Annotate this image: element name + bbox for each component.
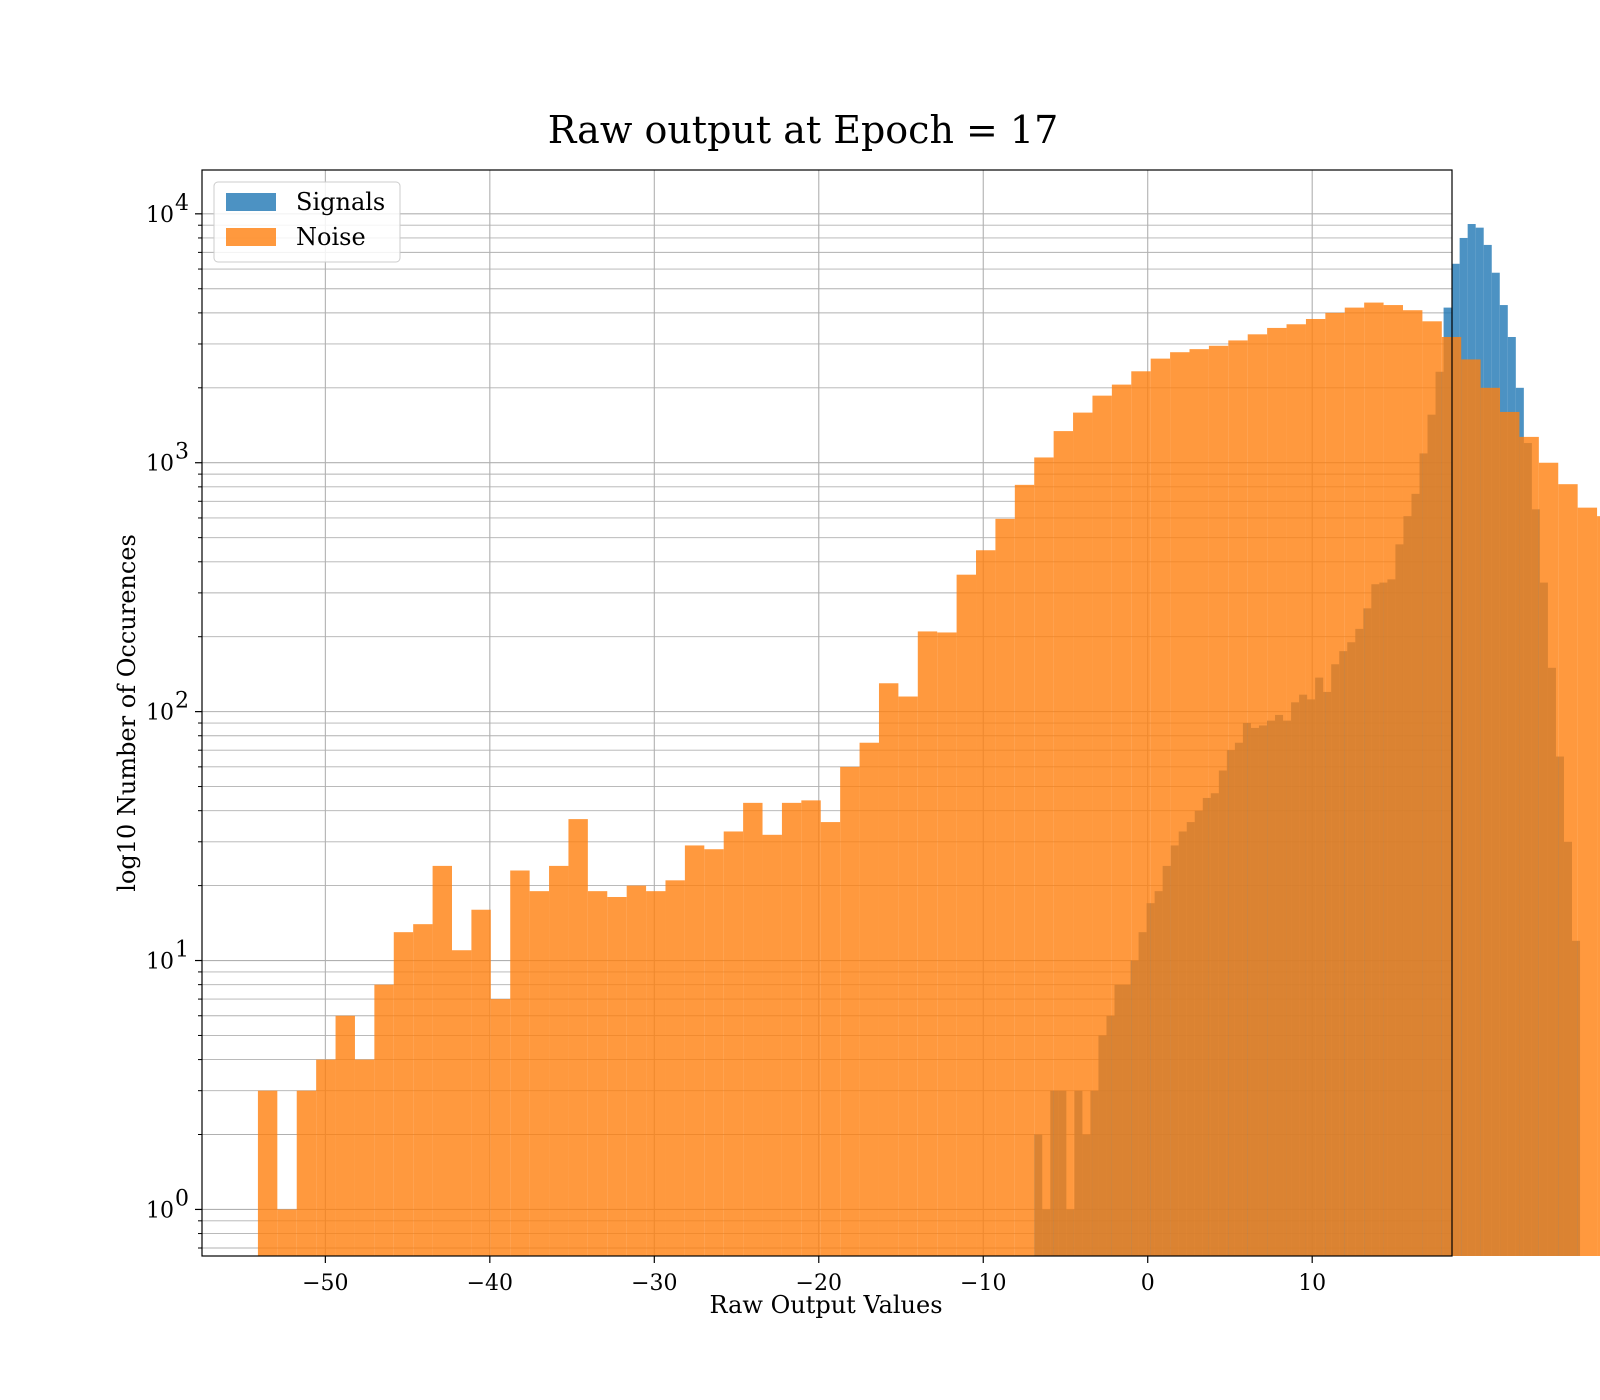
noise-bar xyxy=(568,819,588,1256)
noise-bar xyxy=(452,950,472,1256)
noise-bar xyxy=(665,880,685,1256)
noise-bar xyxy=(490,999,511,1256)
noise-bar xyxy=(1558,484,1578,1256)
noise-bar xyxy=(1286,324,1306,1257)
x-tick-label: −20 xyxy=(796,1271,842,1296)
noise-bar xyxy=(1538,462,1559,1256)
noise-bar xyxy=(956,574,977,1256)
noise-bar xyxy=(1092,395,1112,1256)
y-tick-exponent: 0 xyxy=(175,1186,189,1211)
x-tick-label: −40 xyxy=(467,1271,513,1296)
x-axis-label: Raw Output Values xyxy=(709,1291,942,1319)
noise-bar xyxy=(1053,431,1074,1256)
noise-bars xyxy=(257,302,1600,1257)
y-tick-label: 10 xyxy=(146,452,174,477)
noise-bar xyxy=(471,909,491,1256)
noise-bar xyxy=(723,831,744,1256)
noise-bar xyxy=(840,766,860,1256)
x-tick-label: −50 xyxy=(302,1271,348,1296)
noise-bar xyxy=(529,891,550,1256)
noise-bar xyxy=(1383,305,1403,1256)
legend-swatch-signals xyxy=(226,193,276,211)
noise-bar xyxy=(1073,412,1093,1256)
legend-label-noise: Noise xyxy=(296,223,366,251)
y-tick-exponent: 3 xyxy=(175,440,189,465)
noise-bar xyxy=(1247,334,1268,1257)
noise-bar xyxy=(646,891,666,1256)
noise-bar xyxy=(1131,371,1151,1256)
legend-label-signals: Signals xyxy=(296,188,385,216)
noise-bar xyxy=(1500,411,1520,1256)
noise-bar xyxy=(335,1015,355,1256)
noise-bar xyxy=(898,696,918,1256)
x-axis-ticks: −50 −40 −30 −20 −10 0 10 xyxy=(302,1256,1326,1296)
noise-bar xyxy=(316,1059,336,1256)
y-tick-label: 10 xyxy=(146,203,174,228)
noise-bar xyxy=(393,932,414,1256)
noise-bar xyxy=(781,802,802,1256)
noise-bar xyxy=(296,1090,317,1256)
legend: Signals Noise xyxy=(213,181,401,263)
y-axis-label: log10 Number of Occurences xyxy=(113,534,141,892)
noise-bar xyxy=(1228,340,1248,1257)
noise-bar xyxy=(1577,507,1598,1256)
noise-bar xyxy=(549,865,569,1256)
y-tick-label: 10 xyxy=(146,950,174,975)
noise-bar xyxy=(1402,310,1423,1256)
noise-bar xyxy=(1170,352,1190,1256)
noise-bar xyxy=(878,683,899,1256)
noise-bar xyxy=(1267,327,1287,1256)
noise-bar xyxy=(801,800,821,1256)
chart-title: Raw output at Epoch = 17 xyxy=(548,108,1059,152)
noise-bar xyxy=(1597,516,1600,1256)
noise-bar xyxy=(413,924,433,1256)
noise-bar xyxy=(820,822,841,1256)
noise-bar xyxy=(917,631,938,1256)
noise-bar xyxy=(432,865,452,1256)
y-tick-exponent: 4 xyxy=(175,191,189,216)
noise-bar xyxy=(704,849,724,1256)
y-tick-exponent: 1 xyxy=(175,938,189,963)
noise-bar xyxy=(587,891,608,1256)
noise-bar xyxy=(684,845,705,1256)
x-tick-label: −10 xyxy=(960,1271,1006,1296)
noise-bar xyxy=(995,518,1015,1256)
noise-bar xyxy=(1150,358,1171,1256)
noise-bar xyxy=(354,1059,375,1256)
noise-bar xyxy=(1034,457,1054,1256)
noise-bar xyxy=(1325,312,1345,1256)
noise-bar xyxy=(1461,359,1481,1256)
y-tick-exponent: 2 xyxy=(175,689,189,714)
noise-bar xyxy=(257,1090,278,1256)
y-tick-label: 10 xyxy=(146,701,174,726)
noise-bar xyxy=(1480,387,1501,1257)
plot-frame xyxy=(201,169,1453,1257)
noise-bar xyxy=(374,984,394,1256)
noise-bar xyxy=(743,802,763,1256)
noise-bar xyxy=(510,870,530,1256)
noise-bar xyxy=(1519,436,1539,1256)
noise-bar xyxy=(1208,345,1229,1256)
noise-bar xyxy=(1189,349,1209,1256)
noise-bar xyxy=(859,742,879,1256)
noise-bar xyxy=(937,632,957,1256)
noise-bar xyxy=(1364,302,1384,1256)
x-tick-label: 0 xyxy=(1141,1271,1155,1296)
x-tick-label: 10 xyxy=(1298,1271,1326,1296)
noise-bar xyxy=(607,896,627,1256)
noise-bar xyxy=(762,834,782,1256)
noise-bar xyxy=(1422,321,1442,1256)
noise-bar xyxy=(626,885,647,1256)
legend-swatch-noise xyxy=(226,228,276,246)
noise-bar xyxy=(277,1209,297,1256)
y-tick-label: 10 xyxy=(146,1198,174,1223)
noise-bar xyxy=(976,550,996,1256)
noise-bar xyxy=(1014,484,1035,1256)
noise-bar xyxy=(1305,318,1326,1257)
noise-bar xyxy=(1344,307,1365,1256)
x-tick-label: −30 xyxy=(631,1271,677,1296)
noise-bar xyxy=(1111,384,1132,1257)
